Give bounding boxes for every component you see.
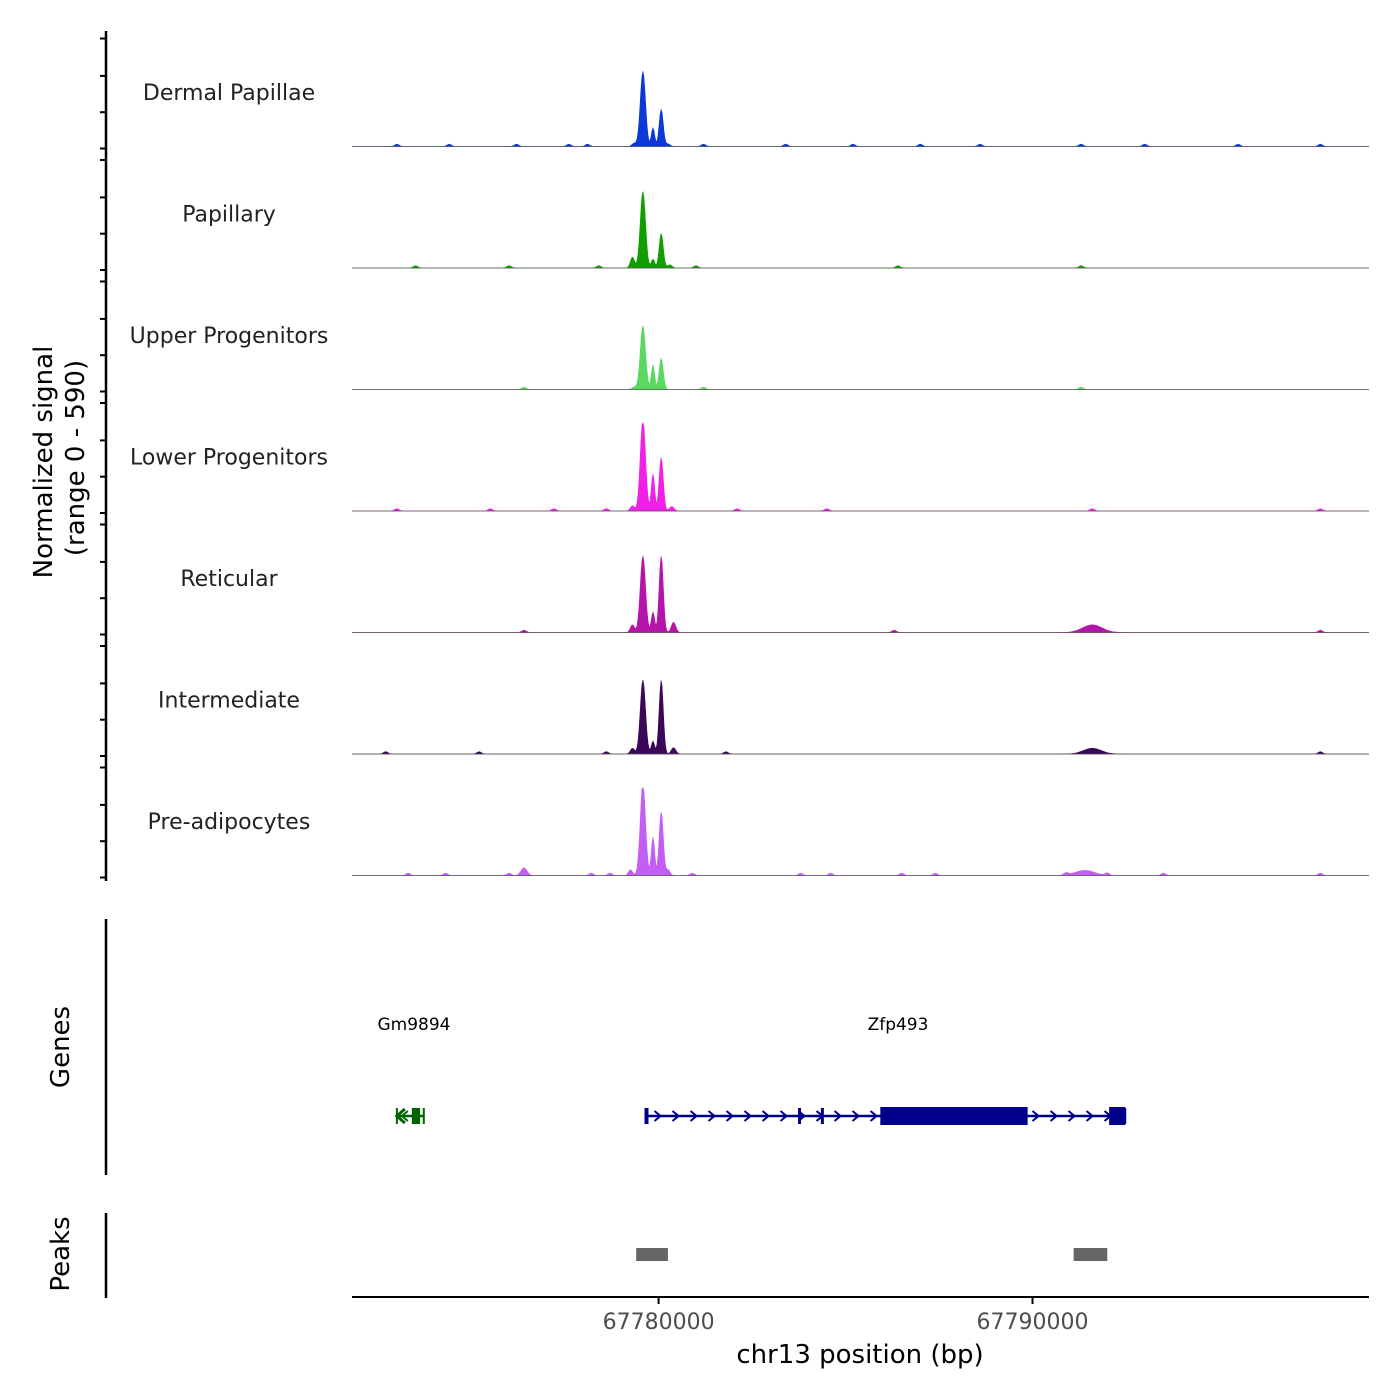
strand-arrow [1049,1110,1059,1122]
coverage-tracks: Dermal Papillae Papillary Upper Progenitor… [130,71,1369,876]
strand-arrow [1085,1110,1095,1122]
strand-arrow [1031,1110,1041,1122]
gene-model: Gm9894 [378,1015,451,1125]
signal-y-ticks [100,37,106,879]
peak-regions [636,1248,1108,1261]
strand-arrow [1067,1110,1077,1122]
coverage-track: Intermediate [158,680,1369,755]
strand-arrow [725,1110,735,1122]
gene-exon [820,1108,824,1124]
peaks-panel-label: Peaks [46,1216,76,1291]
peak-region [1073,1248,1108,1261]
coverage-area [352,325,1369,390]
coverage-area [352,422,1369,512]
strand-arrow [707,1110,717,1122]
gene-exon [798,1108,802,1124]
coverage-track: Pre-adipocytes [148,786,1369,876]
track-label: Upper Progenitors [130,324,329,349]
coverage-track: Lower Progenitors [130,422,1369,512]
strand-arrow [689,1110,699,1122]
x-tick-label: 67780000 [603,1310,715,1335]
y-axis-title: Normalized signal [29,346,59,579]
coverage-area [352,786,1369,876]
genes-panel-label: Genes [46,1006,76,1088]
strand-arrow [851,1110,861,1122]
strand-arrow [761,1110,771,1122]
coverage-area [352,555,1369,633]
coverage-track: Dermal Papillae [143,71,1369,147]
gene-exon [880,1107,1028,1125]
coverage-track: Papillary [182,191,1369,269]
track-label: Reticular [180,567,278,592]
x-axis-title: chr13 position (bp) [736,1340,983,1370]
track-label: Papillary [182,203,276,228]
strand-arrow [653,1110,663,1122]
gene-exon [1109,1107,1126,1125]
peak-region [636,1248,668,1261]
strand-arrow [400,1110,409,1122]
track-label: Lower Progenitors [130,446,328,471]
strand-arrow [779,1110,789,1122]
x-axis: 67780000 67790000 [603,1297,1089,1335]
strand-arrow [743,1110,753,1122]
coverage-area [352,71,1369,147]
coverage-area [352,191,1369,269]
gene-annotations: Gm9894 Zfp493 [378,1015,1127,1125]
gene-name-label: Gm9894 [378,1015,451,1035]
strand-arrow [394,1107,406,1125]
gene-exon [411,1108,421,1124]
strand-arrow [869,1110,879,1122]
x-tick-label: 67790000 [977,1310,1089,1335]
strand-arrow [671,1110,681,1122]
coverage-track: Reticular [180,555,1369,633]
track-label: Pre-adipocytes [148,810,311,835]
track-label: Dermal Papillae [143,81,315,106]
y-axis-range: (range 0 - 590) [61,360,91,556]
gene-exon [645,1108,649,1124]
track-label: Intermediate [158,689,300,714]
strand-arrow [833,1110,843,1122]
coverage-area [352,680,1369,755]
coverage-track: Upper Progenitors [130,324,1369,390]
gene-name-label: Zfp493 [868,1015,929,1035]
gene-model: Zfp493 [644,1015,1127,1125]
